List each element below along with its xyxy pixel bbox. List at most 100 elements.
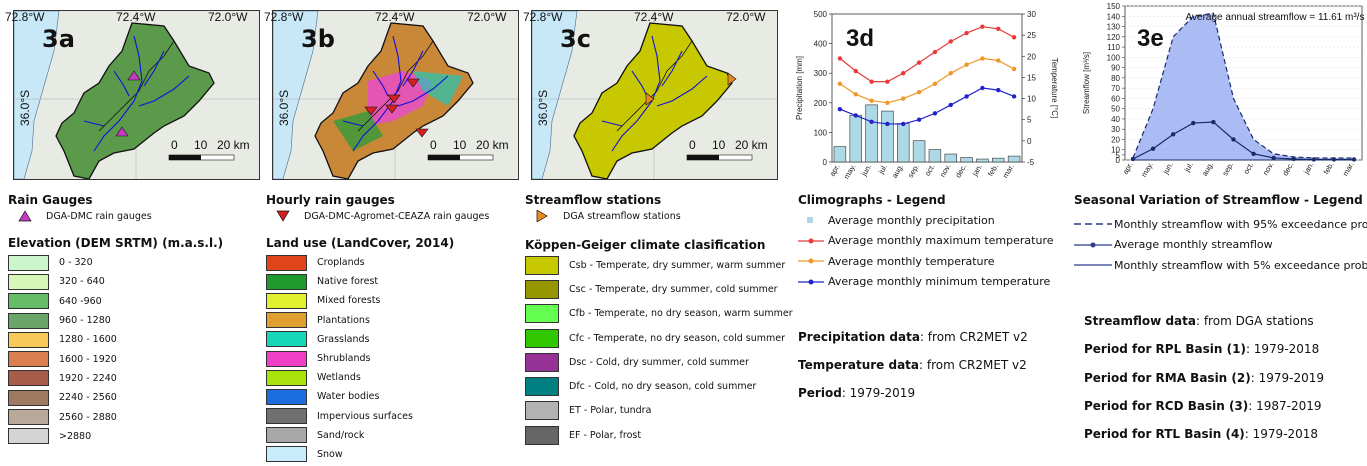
koppen-legend: Csb - Temperate, dry summer, warm summer… (525, 253, 793, 447)
tmax-point (869, 79, 874, 84)
y2-tick-label: 15 (1027, 73, 1036, 82)
precip-data-info: Precipitation data: from CR2MET v2 (798, 330, 1028, 344)
x-tick-label: nov. (1261, 161, 1276, 177)
elevation-legend-row: >2880 (8, 427, 117, 446)
streamflow-legend-title: Seasonal Variation of Streamflow - Legen… (1074, 193, 1363, 207)
map-3b-lon-right: 72.0°W (467, 10, 507, 24)
scale-zero: 0 (430, 138, 437, 152)
koppen-swatch (525, 401, 559, 421)
land-use-label: Wetlands (317, 372, 361, 384)
y2-tick-label: 10 (1027, 95, 1036, 104)
map-3b[interactable]: 3b 36.0°S 0 10 20 km (272, 10, 519, 180)
koppen-label: Cfc - Temperate, no dry season, cold sum… (569, 332, 785, 344)
x-tick-label: apr. (1121, 161, 1135, 176)
land-use-label: Grasslands (317, 333, 370, 345)
koppen-legend-row: Csc - Temperate, dry summer, cold summer (525, 277, 793, 301)
qmean-point (1331, 157, 1337, 162)
y2-tick-label: 20 (1027, 52, 1036, 61)
tmax-line (839, 26, 1015, 83)
y-tick-label: 30 (1111, 125, 1120, 134)
tmin-point (837, 106, 843, 112)
elevation-legend-row: 1600 - 1920 (8, 349, 117, 368)
land-use-label: Impervious surfaces (317, 410, 413, 422)
period-info: Period: 1979-2019 (798, 386, 916, 400)
land-use-swatch (266, 446, 307, 463)
map-3b-lon-left: 72.8°W (264, 10, 304, 24)
land-use-legend-row: Water bodies (266, 387, 413, 406)
q95-line (1132, 12, 1354, 159)
map-3c-lon-left: 72.8°W (523, 10, 563, 24)
tmax-point (996, 26, 1001, 31)
koppen-legend-row: EF - Polar, frost (525, 423, 793, 447)
streamflow-stations-label: DGA streamflow stations (563, 210, 681, 222)
elevation-label: 640 -960 (59, 295, 102, 307)
tmin-point (948, 102, 953, 108)
climograph-legend-label: Average monthly maximum temperature (828, 234, 1054, 248)
y2-axis-label: Temperature [°C] (1050, 58, 1059, 119)
koppen-label: Csc - Temperate, dry summer, cold summer (569, 283, 778, 295)
qmean-point (1351, 157, 1357, 162)
streamflow-legend-label: Average monthly streamflow (1114, 238, 1273, 252)
x-tick-label: jan. (1301, 161, 1315, 177)
x-tick-label: jun. (1161, 161, 1175, 177)
streamflow-data-info: Streamflow data: from DGA stations (1084, 314, 1314, 328)
elevation-legend-row: 0 - 320 (8, 253, 117, 272)
tmean-point (1011, 66, 1017, 72)
land-use-legend-row: Snow (266, 445, 413, 464)
koppen-legend-row: Cfc - Temperate, no dry season, cold sum… (525, 326, 793, 350)
map-3c[interactable]: 3c 36.0°S 0 10 20 km (531, 10, 778, 180)
koppen-swatch (525, 425, 559, 445)
land-use-legend-row: Croplands (266, 253, 413, 272)
y-tick-label: 10 (1111, 146, 1120, 155)
streamflow-legend-label: Monthly streamflow with 5% exceedance pr… (1114, 258, 1367, 272)
tmean-point (980, 56, 985, 61)
land-use-swatch (266, 350, 307, 367)
elevation-swatch (8, 312, 49, 329)
qmean-point (1130, 156, 1136, 162)
tmax-point (948, 39, 953, 44)
elevation-legend-row: 320 - 640 (8, 272, 117, 291)
tmean-line (839, 57, 1015, 104)
streamflow-legend: Monthly streamflow with 95% exceedance p… (1074, 214, 1367, 276)
map-3a[interactable]: 3a 36.0°S 0 10 20 km (13, 10, 260, 180)
tmin-point (932, 111, 938, 116)
tmean-point (932, 81, 938, 86)
tmean-point (901, 96, 906, 101)
exceedance-band (1133, 13, 1354, 161)
tmax-point (901, 71, 906, 76)
precip-bar (928, 149, 942, 163)
x-tick-label: mar. (1341, 161, 1356, 178)
precip-bar (976, 158, 989, 163)
map-3b-lon-mid: 72.4°W (375, 10, 415, 24)
y-tick-label: 130 (1107, 23, 1121, 32)
map-3c-lon-right: 72.0°W (726, 10, 766, 24)
y-tick-label: 0 (823, 158, 828, 167)
tmin-point (869, 119, 874, 125)
elevation-label: 1600 - 1920 (59, 353, 117, 365)
koppen-label: Dsc - Cold, dry summer, cold summer (569, 356, 749, 368)
x-tick-label: jan. (970, 163, 984, 179)
land-use-legend-row: Mixed forests (266, 291, 413, 310)
y-tick-label: 90 (1111, 64, 1120, 73)
x-tick-label: may. (1139, 161, 1155, 179)
land-use-swatch (266, 408, 307, 425)
climograph-legend: Average monthly precipitation Average mon… (798, 210, 1054, 292)
scale-mid: 10 (712, 138, 726, 152)
streamflow-legend-row: Monthly streamflow with 95% exceedance p… (1074, 214, 1367, 235)
elevation-swatch (8, 331, 49, 348)
elevation-swatch (8, 273, 49, 290)
elevation-label: 1920 - 2240 (59, 372, 117, 384)
y-tick-label: 70 (1111, 84, 1120, 93)
scale-end: 20 km (217, 138, 250, 152)
land-use-label: Sand/rock (317, 429, 365, 441)
scale-end: 20 km (735, 138, 768, 152)
land-use-swatch (266, 273, 307, 290)
koppen-swatch (525, 304, 559, 324)
koppen-title: Köppen-Geiger climate clasification (525, 238, 766, 252)
precip-bar (881, 110, 894, 163)
map-3a-lon-right: 72.0°W (208, 10, 248, 24)
land-use-legend-row: Wetlands (266, 368, 413, 387)
tmean-point (869, 98, 874, 103)
x-tick-label: sep. (906, 163, 921, 180)
elevation-legend-row: 960 - 1280 (8, 311, 117, 330)
